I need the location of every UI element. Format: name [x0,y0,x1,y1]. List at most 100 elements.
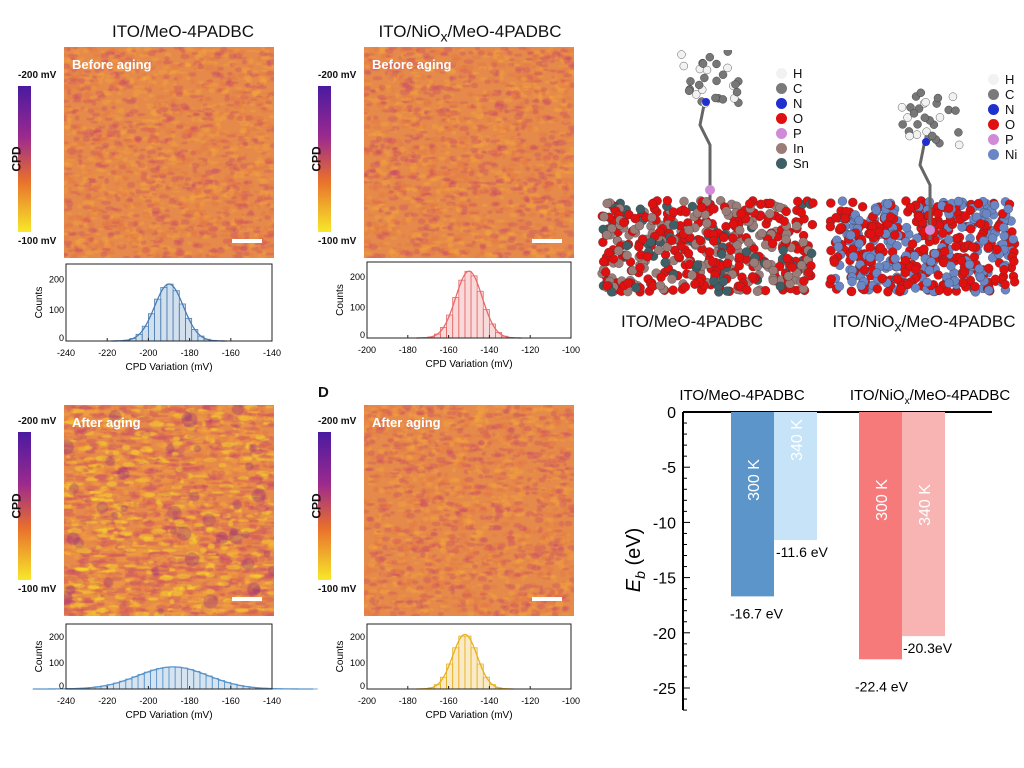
atom [968,242,977,251]
atom [925,225,935,235]
histogram-bar [126,679,132,689]
legend-element: H [793,66,802,81]
atom [669,208,678,217]
bar-temperature-label: 340 K [789,419,806,461]
atom [846,231,855,240]
histogram-bar [157,668,163,689]
atom [975,264,984,273]
y-tick-label: 100 [49,658,64,668]
atom [872,206,881,215]
atom [723,259,732,268]
x-tick-label: -240 [57,696,75,706]
y-axis-label: Eb (eV) [623,528,648,592]
histogram-bar [173,291,179,341]
x-tick-label: -180 [399,345,417,355]
atom-swatch-icon [988,104,999,115]
atom [769,266,778,275]
atom [898,103,906,111]
atom [669,221,678,230]
atom [944,279,953,288]
histogram-bar [200,674,206,689]
atom [1009,257,1018,266]
atom [858,202,867,211]
atom [636,205,645,214]
atom-swatch-icon [988,119,999,130]
x-tick-label: -200 [358,345,376,355]
atom [636,263,645,272]
atom [826,199,835,208]
atom [742,286,751,295]
atom [914,120,922,128]
atom [663,196,672,205]
atom [917,89,925,97]
x-tick-label: -240 [57,348,75,358]
legend-entry: N [776,96,809,111]
atom [712,60,720,68]
atom [669,286,678,295]
atom [925,266,934,275]
atom [788,263,797,272]
atom [668,275,677,284]
atom [875,228,884,237]
bar-temperature-label: 340 K [917,484,934,526]
legend-element: Sn [793,156,809,171]
atom [866,253,875,262]
histogram-bar [188,669,194,689]
atom [705,247,714,256]
histogram-bar [138,674,144,689]
group-label: ITO/MeO-4PADBC [679,387,804,404]
legend-entry: In [776,141,809,156]
atom [949,93,957,101]
atom [684,249,693,258]
atom [836,223,845,232]
atom [866,229,875,238]
legend-element: Ni [1005,147,1017,162]
atom [661,258,670,267]
histogram-bar [459,280,465,338]
atom [848,198,857,207]
histogram-bar [206,676,212,689]
atom [1009,235,1018,244]
atom [988,234,997,243]
atom [604,248,613,257]
atom [946,261,955,270]
x-tick-label: -140 [263,348,281,358]
atom [934,94,942,102]
atom [782,207,791,216]
structure-caption-niox: ITO/NiOx/MeO-4PADBC [832,312,1015,335]
atom [762,259,771,268]
histogram-bar [167,284,173,341]
atom-swatch-icon [776,83,787,94]
x-axis-label: CPD Variation (mV) [125,710,212,721]
atom [954,197,963,206]
y-tick-label: 200 [49,274,64,284]
atom [830,258,839,267]
atom [899,120,907,128]
y-tick-label: 200 [350,272,365,282]
legend-entry: O [988,117,1017,132]
atom [982,209,991,218]
bar-value-label: -22.4 eV [855,678,909,694]
atom [906,203,915,212]
atom [938,228,947,237]
atom [733,88,741,96]
atom [799,238,808,247]
atom-swatch-icon [988,134,999,145]
atom [958,278,967,287]
atom [849,252,858,261]
y-tick-label: 0 [59,681,64,691]
atom [957,256,966,265]
bar-temperature-label: 300 K [746,459,763,501]
atom [656,281,665,290]
x-tick-label: -200 [139,696,157,706]
binding-energy-bar-chart: 0-5-10-15-20-25Eb (eV)ITO/MeO-4PADBC ITO/… [600,370,1024,720]
histogram-bar [132,677,138,689]
atom [728,234,737,243]
atom [744,238,753,247]
atom [719,277,728,286]
atom [1004,204,1013,213]
histogram-bar [192,329,198,341]
x-tick-label: -160 [222,348,240,358]
atom [692,90,700,98]
histogram-bar [212,678,218,689]
